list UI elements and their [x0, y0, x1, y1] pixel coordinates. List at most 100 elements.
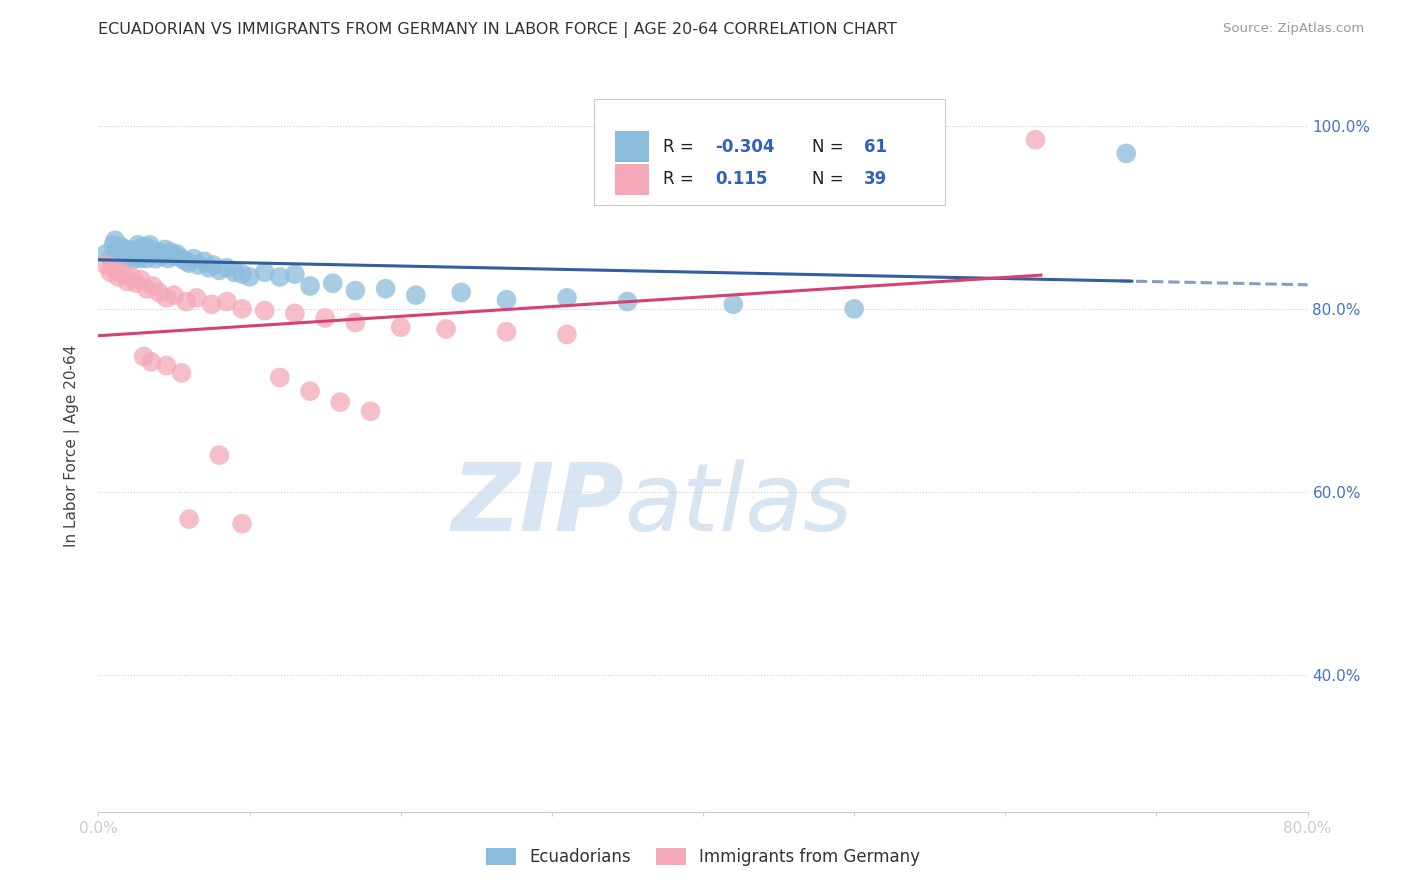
Point — [208, 448, 231, 462]
Bar — [614, 164, 648, 194]
Point — [155, 359, 177, 373]
Text: 0.115: 0.115 — [716, 170, 768, 188]
Point — [495, 325, 517, 339]
Point — [110, 240, 132, 254]
Point — [299, 279, 322, 293]
Point — [139, 238, 162, 252]
Text: N =: N = — [811, 137, 849, 156]
Point — [145, 252, 167, 266]
Point — [100, 252, 122, 266]
Point — [142, 279, 165, 293]
Point — [231, 267, 253, 281]
Point — [153, 243, 176, 257]
Point — [197, 260, 219, 275]
Point — [723, 297, 745, 311]
Point — [125, 243, 148, 257]
Point — [163, 249, 186, 263]
Point — [616, 294, 638, 309]
Legend: Ecuadorians, Immigrants from Germany: Ecuadorians, Immigrants from Germany — [479, 841, 927, 873]
Point — [389, 320, 412, 334]
Point — [329, 395, 352, 409]
Point — [344, 316, 367, 330]
Point — [284, 267, 307, 281]
Point — [120, 251, 142, 265]
Point — [127, 238, 149, 252]
Text: ZIP: ZIP — [451, 458, 624, 550]
Point — [135, 282, 157, 296]
Point — [224, 265, 246, 279]
Point — [121, 269, 143, 284]
Point — [201, 297, 224, 311]
Point — [121, 247, 143, 261]
Point — [174, 294, 197, 309]
Y-axis label: In Labor Force | Age 20-64: In Labor Force | Age 20-64 — [63, 345, 80, 547]
Point — [141, 243, 163, 257]
Point — [844, 301, 866, 316]
Bar — [614, 131, 648, 162]
Point — [322, 277, 344, 291]
Text: Source: ZipAtlas.com: Source: ZipAtlas.com — [1223, 22, 1364, 36]
Point — [114, 243, 136, 257]
Point — [239, 269, 262, 284]
Point — [105, 245, 128, 260]
Point — [156, 252, 179, 266]
Point — [555, 327, 578, 342]
Point — [269, 370, 291, 384]
Text: 39: 39 — [863, 170, 887, 188]
Point — [129, 252, 152, 266]
Point — [166, 247, 188, 261]
Point — [405, 288, 427, 302]
Point — [115, 275, 138, 289]
Point — [103, 260, 125, 275]
Point — [104, 233, 127, 247]
Text: atlas: atlas — [624, 459, 852, 550]
Point — [107, 269, 129, 284]
Point — [179, 512, 201, 526]
Text: -0.304: -0.304 — [716, 137, 775, 156]
Point — [135, 252, 157, 266]
Point — [94, 258, 117, 272]
Point — [122, 252, 145, 267]
Point — [1024, 133, 1046, 147]
Text: 61: 61 — [863, 137, 887, 156]
Point — [253, 303, 276, 318]
Point — [163, 288, 186, 302]
Point — [183, 252, 205, 266]
Point — [215, 260, 238, 275]
Point — [143, 247, 166, 261]
Point — [450, 285, 472, 300]
Point — [284, 306, 307, 320]
Point — [115, 249, 138, 263]
Point — [1115, 146, 1137, 161]
Point — [174, 254, 197, 268]
Point — [148, 285, 170, 300]
Point — [148, 245, 170, 260]
Text: ECUADORIAN VS IMMIGRANTS FROM GERMANY IN LABOR FORCE | AGE 20-64 CORRELATION CHA: ECUADORIAN VS IMMIGRANTS FROM GERMANY IN… — [98, 22, 897, 38]
Point — [299, 384, 322, 399]
Point — [360, 404, 382, 418]
Point — [103, 238, 125, 252]
Point — [150, 249, 173, 263]
Point — [132, 350, 155, 364]
Point — [253, 265, 276, 279]
Text: R =: R = — [664, 170, 699, 188]
Point — [141, 355, 163, 369]
Point — [208, 263, 231, 277]
Point — [495, 293, 517, 307]
Point — [134, 245, 156, 260]
Point — [374, 282, 396, 296]
Point — [202, 258, 225, 272]
Point — [215, 294, 238, 309]
Point — [269, 269, 291, 284]
Point — [100, 265, 122, 279]
Point — [107, 249, 129, 263]
Point — [170, 252, 193, 266]
Point — [170, 366, 193, 380]
Point — [314, 310, 336, 325]
Text: R =: R = — [664, 137, 699, 156]
Point — [231, 301, 253, 316]
Point — [187, 258, 209, 272]
Point — [129, 272, 152, 286]
Point — [132, 240, 155, 254]
Point — [555, 291, 578, 305]
